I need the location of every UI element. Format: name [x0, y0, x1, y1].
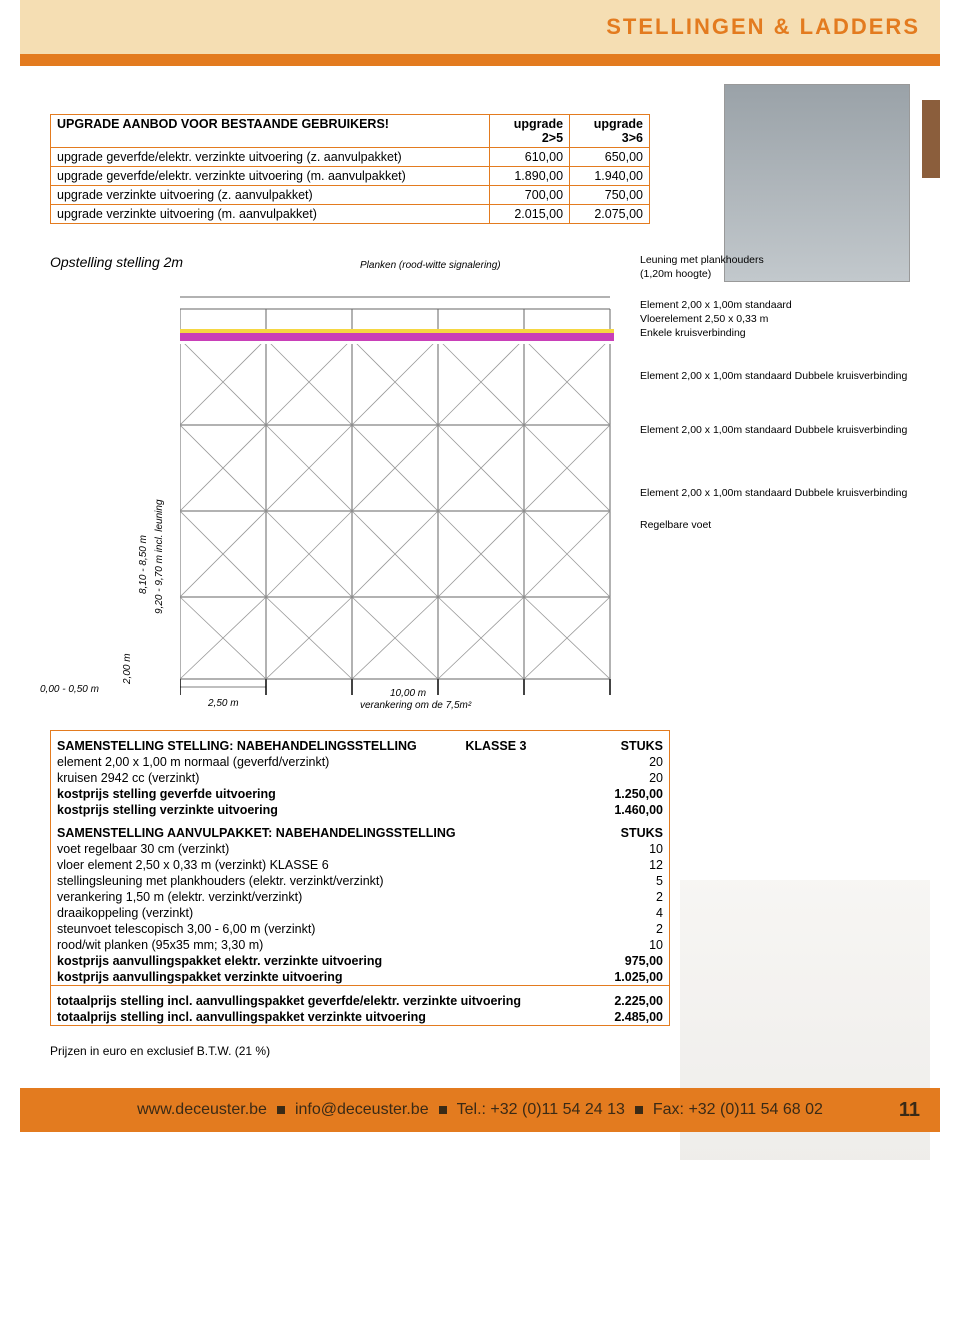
annotations: Leuning met plankhouders (1,20m hoogte) … [640, 254, 920, 551]
separator-icon [277, 1106, 285, 1114]
footer-fax: Fax: +32 (0)11 54 68 02 [653, 1101, 823, 1119]
annot-elem2: Element 2,00 x 1,00m standaard Dubbele k… [640, 370, 920, 384]
table-row: verankering 1,50 m (elektr. verzinkt/ver… [51, 889, 670, 905]
col-upgrade25: upgrade 2>5 [490, 115, 570, 148]
table-row: upgrade geverfde/elektr. verzinkte uitvo… [51, 167, 650, 186]
col-upgrade36: upgrade 3>6 [570, 115, 650, 148]
table-row: voet regelbaar 30 cm (verzinkt)10 [51, 841, 670, 857]
dim-920-970: 9,20 - 9,70 m incl. leuning [154, 499, 165, 614]
diagram-title: Opstelling stelling 2m [50, 254, 183, 270]
upgrade-header: UPGRADE AANBOD VOOR BESTAANDE GEBRUIKERS… [51, 115, 490, 148]
table-row: steunvoet telescopisch 3,00 - 6,00 m (ve… [51, 921, 670, 937]
header-band: STELLINGEN & LADDERS [20, 0, 940, 54]
label-verankering: verankering om de 7,5m² [360, 700, 471, 711]
orange-rule [20, 54, 940, 66]
table-row: upgrade verzinkte uitvoering (m. aanvulp… [51, 205, 650, 224]
sec1-title: SAMENSTELLING STELLING: NABEHANDELINGSST… [51, 731, 582, 755]
label-planken: Planken (rood-witte signalering) [360, 260, 501, 271]
upgrade-table: UPGRADE AANBOD VOOR BESTAANDE GEBRUIKERS… [50, 114, 650, 224]
dim-250: 2,50 m [208, 698, 239, 709]
total-row: totaalprijs stelling incl. aanvullingspa… [51, 1009, 670, 1026]
table-row: vloer element 2,50 x 0,33 m (verzinkt) K… [51, 857, 670, 873]
table-row-bold: kostprijs stelling geverfde uitvoering1.… [51, 786, 670, 802]
footer-web: www.deceuster.be [137, 1101, 267, 1119]
table-row-bold: kostprijs stelling verzinkte uitvoering1… [51, 802, 670, 818]
section-header: SAMENSTELLING AANVULPAKKET: NABEHANDELIN… [51, 818, 670, 841]
annot-elem1: Element 2,00 x 1,00m standaard Vloerelem… [640, 299, 920, 340]
annot-voet: Regelbare voet [640, 519, 920, 533]
samenstelling-table: SAMENSTELLING STELLING: NABEHANDELINGSST… [50, 730, 670, 1026]
dim-1000: 10,00 m [390, 688, 426, 699]
table-row: UPGRADE AANBOD VOOR BESTAANDE GEBRUIKERS… [51, 115, 650, 148]
brown-accent [922, 100, 940, 178]
annot-elem4: Element 2,00 x 1,00m standaard Dubbele k… [640, 487, 920, 501]
table-row: rood/wit planken (95x35 mm; 3,30 m)10 [51, 937, 670, 953]
table-row: element 2,00 x 1,00 m normaal (geverfd/v… [51, 754, 670, 770]
total-row: totaalprijs stelling incl. aanvullingspa… [51, 986, 670, 1009]
footer: www.deceuster.be info@deceuster.be Tel.:… [20, 1088, 940, 1132]
page-number: 11 [899, 1099, 920, 1122]
diagram-section: Opstelling stelling 2m [50, 254, 920, 714]
table-row: draaikoppeling (verzinkt)4 [51, 905, 670, 921]
dim-810-850: 8,10 - 8,50 m [138, 535, 149, 594]
dim-200: 2,00 m [122, 653, 133, 684]
table-row: kruisen 2942 cc (verzinkt)20 [51, 770, 670, 786]
dim-000-050: 0,00 - 0,50 m [40, 684, 99, 695]
page-title: STELLINGEN & LADDERS [606, 14, 920, 40]
scaffold-diagram [180, 279, 620, 699]
annot-elem3: Element 2,00 x 1,00m standaard Dubbele k… [640, 424, 920, 438]
table-row: stellingsleuning met plankhouders (elekt… [51, 873, 670, 889]
footer-tel: Tel.: +32 (0)11 54 24 13 [457, 1101, 625, 1119]
table-row-bold: kostprijs aanvullingspakket verzinkte ui… [51, 969, 670, 986]
annot-leuning: Leuning met plankhouders (1,20m hoogte) [640, 254, 920, 281]
separator-icon [439, 1106, 447, 1114]
table-row: upgrade geverfde/elektr. verzinkte uitvo… [51, 148, 650, 167]
table-row-bold: kostprijs aanvullingspakket elektr. verz… [51, 953, 670, 969]
section-header: SAMENSTELLING STELLING: NABEHANDELINGSST… [51, 731, 670, 755]
sec2-title: SAMENSTELLING AANVULPAKKET: NABEHANDELIN… [51, 818, 582, 841]
footer-email: info@deceuster.be [295, 1101, 429, 1119]
table-row: upgrade verzinkte uitvoering (z. aanvulp… [51, 186, 650, 205]
separator-icon [635, 1106, 643, 1114]
scaffold-photo [724, 84, 910, 282]
